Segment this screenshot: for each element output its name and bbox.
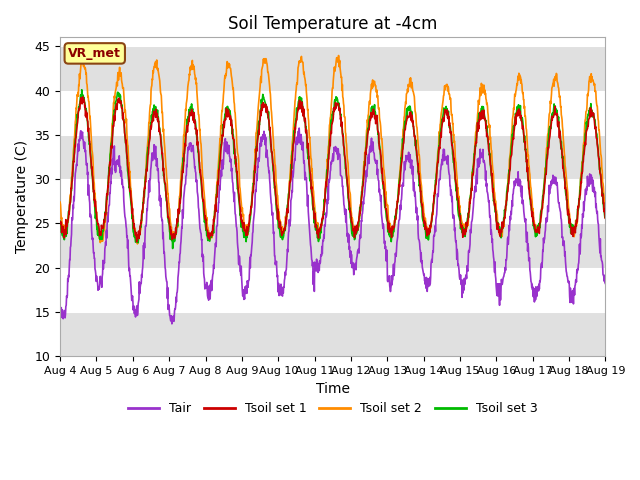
Y-axis label: Temperature (C): Temperature (C)	[15, 140, 29, 253]
X-axis label: Time: Time	[316, 382, 349, 396]
Text: VR_met: VR_met	[68, 47, 121, 60]
Bar	[60, 312, 605, 356]
Bar	[60, 46, 605, 91]
Legend: Tair, Tsoil set 1, Tsoil set 2, Tsoil set 3: Tair, Tsoil set 1, Tsoil set 2, Tsoil se…	[123, 397, 543, 420]
Bar	[60, 135, 605, 179]
Bar	[60, 223, 605, 268]
Title: Soil Temperature at -4cm: Soil Temperature at -4cm	[228, 15, 437, 33]
